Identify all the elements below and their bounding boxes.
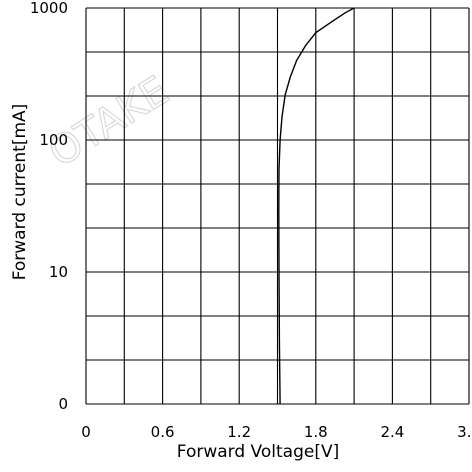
y-tick-label: 1000 (30, 0, 68, 17)
x-tick-label: 0.6 (151, 423, 175, 441)
series-layer (278, 7, 355, 405)
grid-layer (85, 7, 470, 405)
x-tick-label: 2.4 (380, 423, 404, 441)
x-tick-label: 1.8 (304, 423, 328, 441)
x-tick-label: 0 (81, 423, 91, 441)
series-line-0 (278, 7, 355, 405)
x-axis-title: Forward Voltage[V] (177, 442, 339, 462)
y-tick-label: 100 (39, 131, 68, 149)
y-tick-label: 0 (58, 395, 68, 413)
watermark-text: OTAKE (41, 68, 177, 177)
x-tick-label: 3.0 (457, 423, 472, 441)
x-tick-label: 1.2 (227, 423, 251, 441)
y-tick-label: 10 (49, 263, 68, 281)
tick-label-layer: 0 0.6 1.2 1.8 2.4 3.0 0 10 100 1000 (30, 0, 472, 441)
y-axis-title: Forward current[mA] (10, 104, 30, 281)
watermark-layer: OTAKE (40, 67, 177, 177)
